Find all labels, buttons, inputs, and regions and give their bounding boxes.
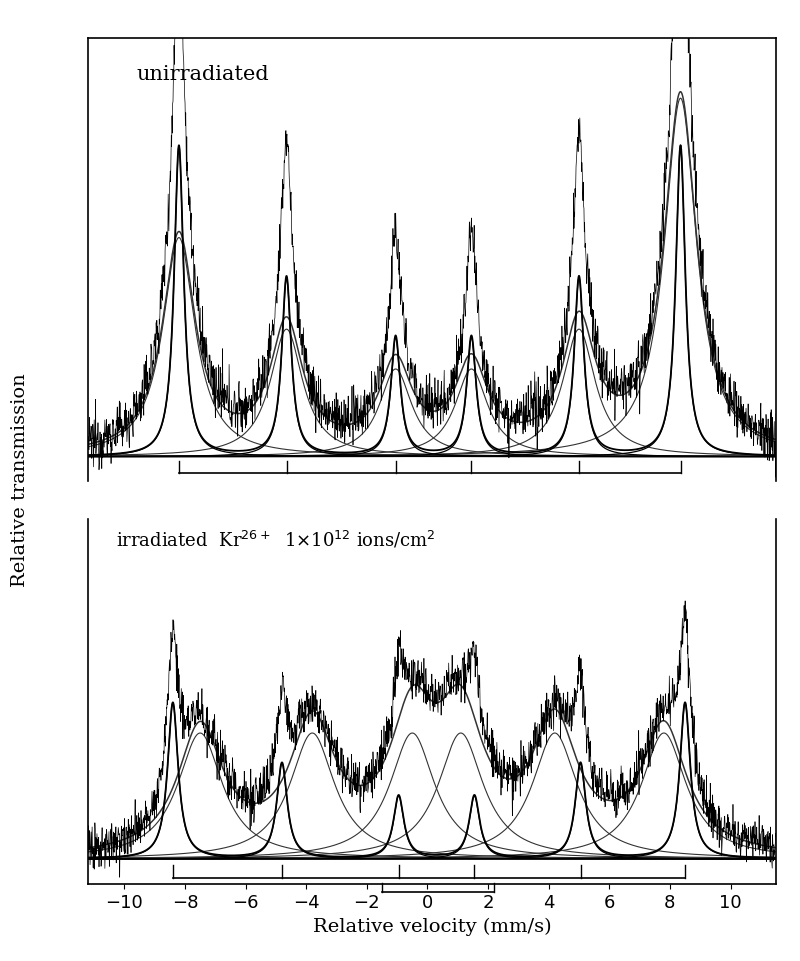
- Text: irradiated  Kr$^{26+}$  1$\times$10$^{12}$ ions/cm$^2$: irradiated Kr$^{26+}$ 1$\times$10$^{12}$…: [115, 530, 435, 551]
- Text: Relative transmission: Relative transmission: [11, 374, 29, 587]
- X-axis label: Relative velocity (mm/s): Relative velocity (mm/s): [313, 918, 551, 936]
- Text: unirradiated: unirradiated: [136, 65, 269, 84]
